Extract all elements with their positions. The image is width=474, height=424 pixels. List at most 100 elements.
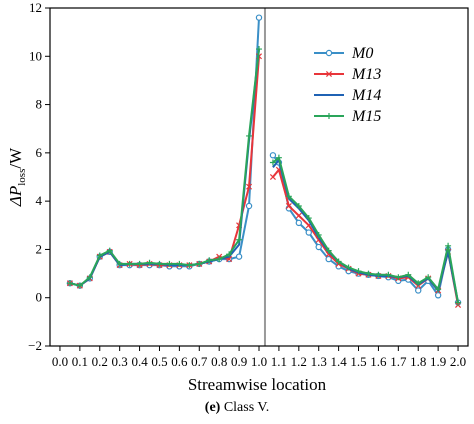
data-point: [246, 132, 253, 139]
data-point: [405, 271, 412, 278]
data-point: [86, 274, 93, 281]
data-point: [415, 287, 422, 294]
data-point: [365, 270, 372, 277]
data-point: [116, 260, 123, 267]
x-tick-label: 1.0: [251, 354, 267, 369]
figure-caption: (e) Class V.: [0, 400, 474, 416]
data-point: [166, 260, 173, 267]
data-point: [269, 159, 276, 166]
data-point: [246, 183, 253, 190]
x-tick-label: 0.3: [112, 354, 128, 369]
x-tick-label: 1.1: [271, 354, 287, 369]
y-axis-title-main: ΔP: [6, 186, 25, 207]
y-tick-label: 12: [29, 0, 42, 15]
y-tick-label: 2: [36, 241, 43, 256]
series-M15: [66, 46, 462, 306]
data-point: [236, 236, 243, 243]
series-line: [272, 159, 459, 303]
x-tick-label: 0.2: [92, 354, 108, 369]
data-point: [335, 258, 342, 265]
data-point: [315, 243, 322, 251]
x-tick-label: 0.7: [191, 354, 208, 369]
data-point: [66, 280, 73, 287]
data-point: [455, 299, 462, 306]
data-point: [425, 274, 432, 281]
data-point: [375, 271, 382, 278]
x-tick-label: 0.9: [231, 354, 247, 369]
legend-item-M15: M15: [314, 108, 381, 125]
y-tick-label: −2: [28, 338, 42, 353]
y-axis-title: ΔPloss/W: [6, 147, 28, 207]
y-tick-label: 8: [36, 97, 43, 112]
data-point: [196, 260, 203, 267]
data-point: [415, 280, 422, 287]
legend-label: M0: [351, 45, 373, 62]
data-point: [285, 193, 292, 200]
y-tick-label: 10: [29, 48, 42, 63]
data-point: [126, 260, 133, 267]
x-tick-label: 2.0: [450, 354, 466, 369]
data-point: [345, 264, 352, 271]
data-point: [434, 292, 442, 299]
data-point: [255, 14, 263, 21]
data-point: [295, 202, 302, 209]
y-tick-label: 0: [36, 290, 43, 305]
data-point: [325, 255, 332, 263]
data-point: [326, 113, 332, 119]
x-tick-label: 1.2: [291, 354, 307, 369]
series-line: [69, 17, 260, 287]
legend: M0 M13 M14 M15: [314, 45, 381, 125]
data-point: [256, 46, 262, 53]
data-point: [186, 262, 193, 269]
data-point: [269, 173, 276, 181]
x-tick-label: 0.5: [151, 354, 167, 369]
data-point: [295, 212, 302, 219]
data-point: [269, 152, 277, 159]
x-tick-label: 1.8: [410, 354, 426, 369]
x-tick-label: 0.4: [131, 354, 148, 369]
y-axis-title-sub: loss: [16, 169, 28, 186]
data-point: [325, 247, 332, 254]
data-point: [216, 256, 223, 263]
data-point: [156, 260, 163, 267]
data-point: [315, 231, 322, 238]
data-point: [445, 242, 452, 249]
data-point: [305, 229, 312, 236]
series-line: [69, 48, 260, 287]
data-point: [226, 251, 233, 258]
x-axis-title: Streamwise location: [188, 375, 327, 394]
y-tick-label: 6: [36, 145, 43, 160]
x-tick-label: 1.7: [390, 354, 407, 369]
series-line: [69, 48, 260, 287]
x-tick-label: 1.6: [370, 354, 387, 369]
x-tick-label: 1.3: [311, 354, 327, 369]
data-point: [76, 282, 83, 289]
legend-item-M14: M14: [314, 87, 381, 104]
y-axis-title-unit: /W: [6, 147, 25, 169]
legend-label: M14: [351, 87, 381, 104]
legend-item-M0: M0: [314, 45, 373, 62]
series-layer: [66, 14, 462, 308]
data-point: [385, 271, 392, 278]
data-point: [136, 260, 143, 267]
caption-text: Class V.: [220, 400, 270, 415]
legend-label: M13: [351, 66, 381, 83]
series-line: [272, 156, 459, 303]
x-tick-label: 1.4: [330, 354, 347, 369]
data-point: [106, 247, 113, 254]
data-point: [395, 274, 402, 281]
caption-label: (e): [204, 400, 221, 415]
x-tick-label: 1.5: [350, 354, 366, 369]
x-tick-label: 1.9: [430, 354, 446, 369]
x-tick-label: 0.0: [52, 354, 68, 369]
data-point: [275, 154, 282, 161]
data-point: [285, 202, 292, 209]
x-tick-label: 0.6: [171, 354, 188, 369]
legend-label: M15: [351, 108, 381, 125]
line-chart: 0.0 0.1 0.2 0.3 0.4 0.5 0.6 0.7 0.8 0.9 1.0 1.1 1.2 1…: [6, 0, 469, 394]
data-point: [146, 259, 153, 266]
data-point: [235, 253, 243, 260]
legend-item-M13: M13: [314, 66, 381, 83]
data-point: [245, 202, 253, 210]
